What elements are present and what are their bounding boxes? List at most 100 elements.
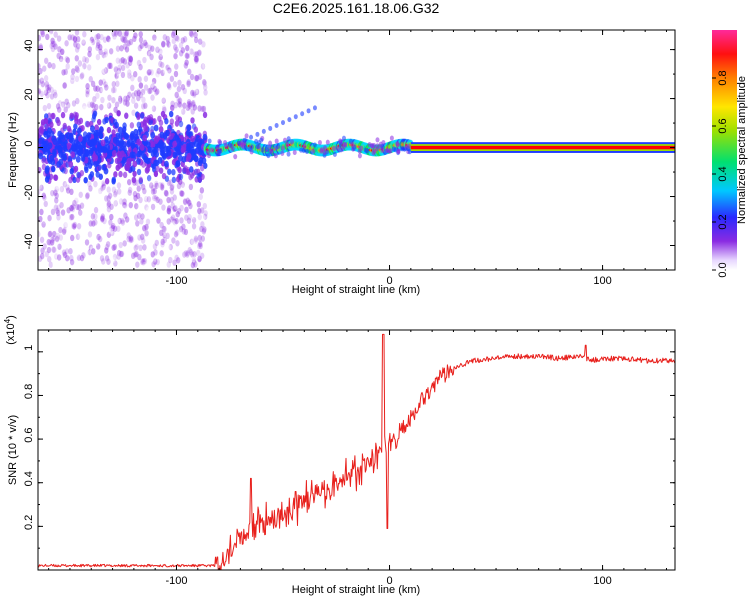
spectrogram-cell [93,180,98,188]
spectrogram-cell [38,89,41,97]
spectrogram-cell [82,31,87,38]
spectrogram-cell [139,42,144,49]
spectrogram-x-label: Height of straight line (km) [292,284,420,296]
spectrogram-cell [77,149,83,157]
snr-y-tick: 1 [23,345,35,351]
spectrogram-cell [176,95,181,102]
spectrogram-cell [138,244,143,252]
spectrogram-cell [170,104,175,112]
spectrogram-cell [98,79,103,86]
spectrogram-cell [202,182,207,189]
spectrogram-cell [293,114,298,120]
spectrogram-cell [203,89,208,96]
spectrogram-cell [111,96,116,104]
spectrogram-cell [64,98,69,105]
spectrogram-cell [76,247,82,254]
spectrogram-cell [117,126,123,134]
spectrogram-cell [174,217,179,225]
spectrogram-cell [142,193,148,201]
snr-x-tick: 0 [386,575,392,587]
spectrogram-cell [84,106,90,113]
spectrogram-cell [124,30,130,37]
spectrogram-cell [200,235,205,242]
spectrogram-cell [55,103,61,110]
spectrogram-cell [145,218,151,225]
spectrogram-cell [189,73,195,81]
svg-text:(x104): (x104) [3,315,17,345]
spectrogram-cell [82,103,87,110]
spectrogram-cell [188,30,194,36]
spectrogram-cell [201,183,206,190]
spectrogram-cell [85,241,90,248]
spectrogram-cell [144,223,149,231]
spectrogram-cell [53,91,58,99]
spectrogram-cell [68,160,74,168]
snr-x-tick: 100 [593,575,611,587]
spectrogram-cell [322,145,327,151]
spectrogram-cell [139,92,145,99]
spectrogram-marks [38,30,675,269]
spectrogram-cell [127,34,133,41]
spectrogram-cell [61,69,66,76]
spectrogram-cell [138,196,143,204]
spectrogram-cell [115,139,121,147]
spectrogram-cell [104,136,109,144]
spectrogram-cell [113,66,119,73]
spectrogram-cell [154,179,159,186]
spectrogram-cell [136,185,141,192]
spectrogram-cell [70,205,76,213]
spectrogram-cell [45,33,50,41]
spectrogram-cell [114,30,119,35]
spectrogram-cell [175,160,181,167]
spectrogram-cell [39,236,45,244]
spectrogram-cell [69,103,75,110]
spectrogram-cell [154,180,159,188]
spectrogram-cell [206,152,211,159]
spectrogram-cell [160,255,165,262]
spectrogram-cell [170,221,176,229]
spectrogram-cell [38,101,43,109]
spectrogram-cell [197,176,203,183]
spectrogram-cell [122,171,128,179]
spectrogram-cell [50,208,56,216]
spectrogram-y-tick: -40 [23,234,35,250]
spectrogram-cell [62,227,67,234]
spectrogram-cell [78,232,83,240]
spectrogram-cell [85,83,90,90]
spectrogram-cell [54,235,60,243]
spectrogram-cell [166,41,171,48]
spectrogram-cell [171,48,176,55]
spectrogram-cell [38,62,41,69]
spectrogram-cell [150,141,156,149]
spectrogram-cell [144,230,149,237]
spectrogram-cell [182,251,187,258]
spectrogram-cell [325,139,330,145]
spectrogram-cell [77,107,82,115]
spectrogram-cell [136,112,141,119]
spectrogram-cell [170,31,176,39]
spectrogram-cell [93,206,99,214]
spectrogram-cell [62,88,67,95]
spectrogram-cell [132,190,138,198]
spectrogram-cell [87,248,93,256]
spectrogram-cell [114,72,119,80]
spectrogram-cell [46,246,52,254]
spectrogram-cell [152,243,158,250]
spectrogram-cell [155,46,160,53]
spectrogram-cell [106,258,111,265]
spectrogram-cell [43,148,49,156]
spectrogram-cell [38,255,43,262]
spectrogram-cell [193,126,199,133]
spectrogram-cell [120,219,126,226]
spectrogram-cell [128,38,134,46]
spectrogram-cell [165,35,170,43]
spectrogram-cell [151,256,157,263]
spectrogram-cell [202,202,208,210]
spectrogram-cell [163,68,168,76]
spectrogram-cell [73,165,79,173]
spectrogram-cell [60,48,65,56]
spectrogram-cell [197,38,203,45]
spectrogram-cell [143,102,148,109]
spectrogram-cell [46,86,51,94]
spectrogram-cell [46,102,52,110]
